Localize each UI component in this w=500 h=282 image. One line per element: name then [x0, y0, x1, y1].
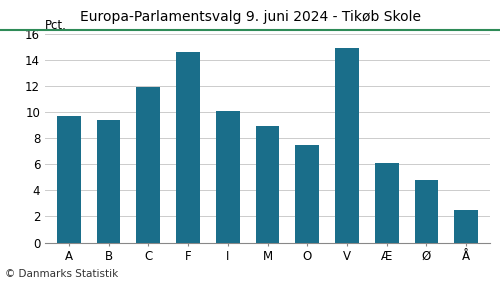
Bar — [335, 48, 359, 243]
Bar — [216, 111, 240, 243]
Bar — [454, 210, 478, 243]
Bar — [375, 163, 398, 243]
Bar — [96, 120, 120, 243]
Text: Europa-Parlamentsvalg 9. juni 2024 - Tikøb Skole: Europa-Parlamentsvalg 9. juni 2024 - Tik… — [80, 10, 420, 24]
Text: © Danmarks Statistik: © Danmarks Statistik — [5, 269, 118, 279]
Bar — [57, 116, 81, 243]
Bar — [176, 52, 200, 243]
Bar — [136, 87, 160, 243]
Bar — [414, 180, 438, 243]
Text: Pct.: Pct. — [45, 19, 67, 32]
Bar — [296, 145, 319, 243]
Bar — [256, 126, 280, 243]
